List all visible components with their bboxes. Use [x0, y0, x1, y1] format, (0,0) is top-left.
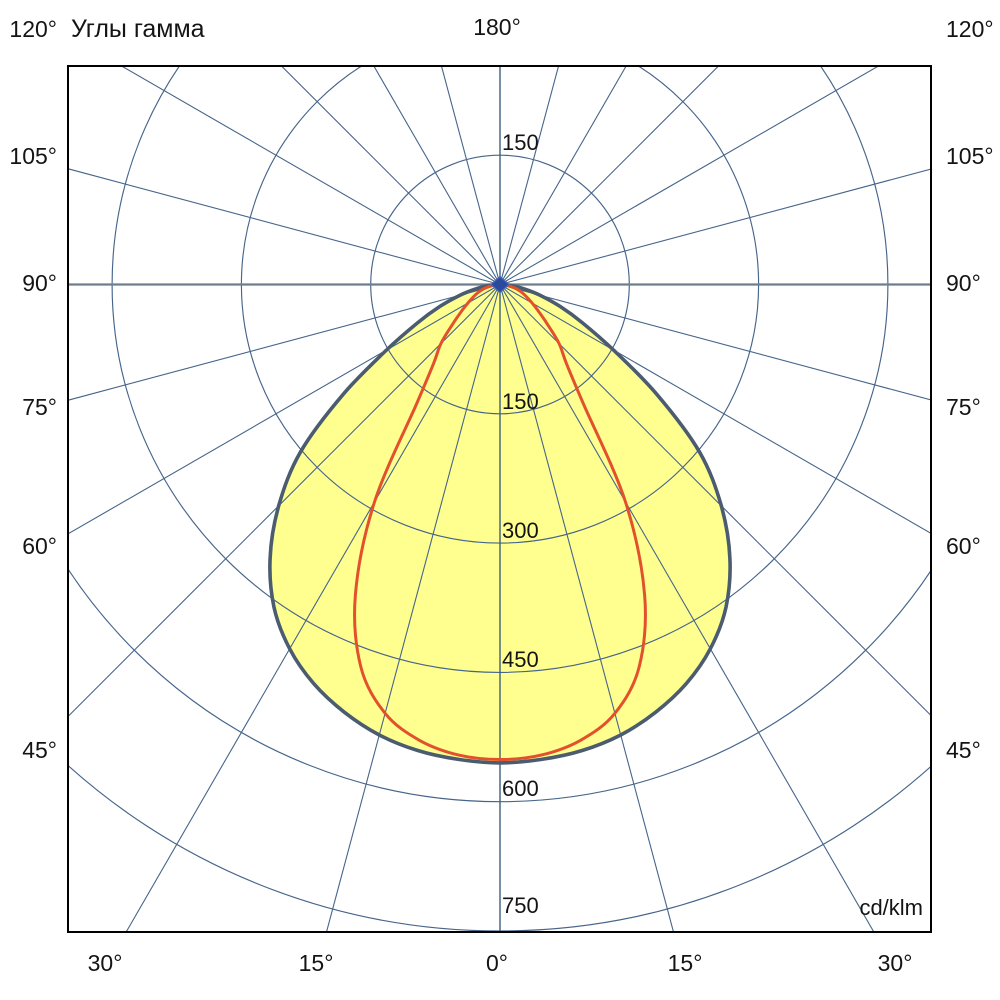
right-angle-label-75: 75° — [946, 394, 981, 420]
lobe-c0-c180-edge — [268, 282, 732, 765]
ring-value-label-600: 600 — [502, 776, 539, 801]
grid-ray — [499, 284, 931, 534]
grid-ray — [68, 168, 501, 286]
ring-value-label-150: 150 — [502, 389, 539, 414]
grid-ray — [440, 66, 501, 285]
right-angle-label-45: 45° — [946, 737, 981, 763]
chart-title: Углы гамма — [71, 15, 205, 43]
right-angle-label-60: 60° — [946, 533, 981, 559]
ring-value-label-300: 300 — [502, 518, 539, 543]
grid-ray — [499, 168, 931, 286]
top-angle-label-180: 180° — [473, 14, 521, 40]
grid-ray — [125, 284, 501, 932]
grid-ray — [280, 66, 501, 285]
plot-border — [67, 65, 932, 933]
grid-ray — [499, 284, 875, 932]
ring-value-label-150-top: 150 — [502, 130, 539, 155]
ring-value-label-450: 450 — [502, 647, 539, 672]
ring-value-label-750: 750 — [502, 893, 539, 918]
left-angle-label-60: 60° — [22, 533, 57, 559]
pole-marker — [490, 275, 510, 294]
grid-ray — [499, 66, 627, 285]
grid-ray — [499, 284, 931, 717]
grid-ray — [68, 283, 501, 401]
grid-ray — [373, 66, 501, 285]
right-angle-label-120: 120° — [946, 16, 994, 42]
bottom-angle-label-15-right: 15° — [667, 950, 703, 976]
bottom-angle-label-30-right: 30° — [877, 950, 913, 976]
grid-ray — [68, 284, 501, 718]
bottom-angle-label-0: 0° — [486, 950, 508, 976]
grid-ray — [499, 66, 880, 285]
right-angle-label-105: 105° — [946, 143, 994, 169]
left-angle-label-75: 75° — [22, 394, 57, 420]
bottom-angle-label-15-left: 15° — [298, 950, 334, 976]
curve-c90-c270 — [353, 283, 647, 762]
grid-ray — [499, 66, 560, 285]
left-angle-label-120: 120° — [9, 16, 57, 42]
left-angle-label-45: 45° — [22, 737, 57, 763]
grid-ray — [68, 284, 501, 535]
grid-ray — [499, 66, 720, 285]
left-angle-label-90: 90° — [22, 270, 57, 296]
right-angle-label-90: 90° — [946, 270, 981, 296]
grid-ray — [120, 66, 501, 285]
grid-ray — [325, 284, 501, 932]
bottom-angle-label-30-left: 30° — [87, 950, 123, 976]
grid-ray — [499, 284, 675, 932]
unit-label: cd/klm — [859, 895, 923, 920]
grid-ray — [499, 283, 931, 401]
left-angle-label-105: 105° — [9, 143, 57, 169]
